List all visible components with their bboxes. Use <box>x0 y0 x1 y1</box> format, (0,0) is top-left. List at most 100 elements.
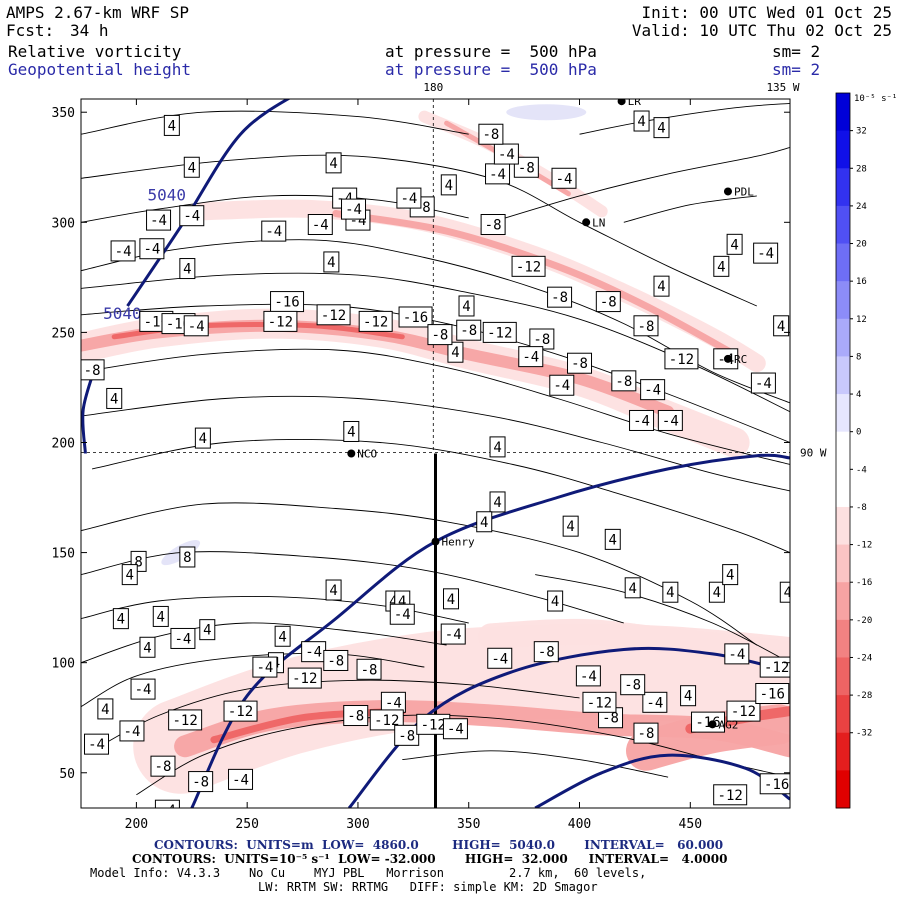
colorbar-level-label: -20 <box>856 616 872 626</box>
vorticity-label-text: 4 <box>493 440 501 456</box>
vorticity-label-box <box>662 581 679 603</box>
vorticity-label-text: 4 <box>730 237 738 253</box>
colorbar-swatch <box>836 394 850 433</box>
colorbar-swatch <box>836 130 850 169</box>
vorticity-label-box <box>179 258 196 280</box>
vorticity-label-text: -4 <box>232 772 249 788</box>
vorticity-label-text: -8 <box>615 374 632 390</box>
vorticity-label-text: -12 <box>228 704 253 720</box>
vorticity-label: 4 <box>447 341 464 363</box>
vorticity-label-text: 4 <box>551 594 559 610</box>
vorticity-label-text: -4 <box>447 722 464 738</box>
vorticity-label-text: 4 <box>628 581 636 597</box>
vorticity-label-box <box>633 110 650 132</box>
vorticity-label: -4 <box>657 409 683 431</box>
vorticity-label-text: -12 <box>718 788 743 804</box>
vorticity-contour-line <box>136 714 790 796</box>
vorticity-label-text: -4 <box>646 695 663 711</box>
footer-vorticity-contours: CONTOURS: UNITS=10⁻⁵ s⁻¹ LOW= -32.000 HI… <box>132 852 728 866</box>
vorticity-label-box <box>708 581 725 603</box>
vorticity-label: 4 <box>106 387 123 409</box>
vorticity-label: -8 <box>547 286 573 308</box>
vorticity-label-text: 4 <box>657 121 665 137</box>
colorbar-swatch <box>836 770 850 809</box>
vorticity-contour-line <box>81 303 790 443</box>
vorticity-label-box <box>567 352 593 374</box>
vorticity-label-box <box>188 771 214 793</box>
station-dot <box>708 720 717 729</box>
vorticity-label-box <box>121 564 138 586</box>
vorticity-contour-line <box>81 110 469 135</box>
vorticity-label-text: 4 <box>777 319 785 335</box>
vorticity-label-text: 4 <box>203 623 211 639</box>
vorticity-label-text: -12 <box>374 713 399 729</box>
field2-title: Geopotential height <box>8 60 192 79</box>
vorticity-label-box <box>163 114 180 136</box>
vorticity-label: 4 <box>97 698 114 720</box>
colorbar-swatch <box>836 506 850 546</box>
field1-title: Relative vorticity <box>8 42 182 61</box>
vorticity-label: 4 <box>612 76 627 96</box>
vorticity-label-box <box>325 579 342 601</box>
vorticity-label: 4 <box>325 152 342 174</box>
station-label: PDL <box>734 185 754 198</box>
vorticity-label-box <box>575 665 601 687</box>
vorticity-label-box <box>81 359 105 381</box>
footer-physics-info: LW: RRTM SW: RRTMG DIFF: simple KM: 2D S… <box>258 880 598 894</box>
colorbar-level-label: -16 <box>856 578 872 588</box>
vorticity-label: 4 <box>562 515 579 537</box>
vorticity-label-box <box>398 306 433 328</box>
vorticity-label-box <box>657 409 683 431</box>
vorticity-contour-line <box>81 622 447 664</box>
station-ln: LN <box>582 216 605 229</box>
vorticity-label-text: -4 <box>305 645 322 661</box>
station-rc: RC <box>723 353 747 366</box>
vorticity-label-text: 4 <box>329 156 337 172</box>
station-label: AG2 <box>718 718 738 731</box>
vorticity-label-text: -4 <box>662 413 679 429</box>
vorticity-label-text: -4 <box>159 803 176 819</box>
y-tick-label: 200 <box>52 436 75 451</box>
vorticity-label: 4 <box>604 528 621 550</box>
vorticity-label-text: -4 <box>174 631 191 647</box>
vorticity-label: -4 <box>119 720 145 742</box>
vorticity-label: -12 <box>316 304 351 326</box>
vorticity-label-box <box>106 387 123 409</box>
vorticity-label-box <box>458 295 475 317</box>
vorticity-label: 4 <box>476 511 493 533</box>
y-tick-label: 300 <box>52 216 75 231</box>
vorticity-label-text: 4 <box>713 585 721 601</box>
vorticity-label: -12 <box>482 321 517 343</box>
forecast-hour-label: Fcst: <box>6 21 55 40</box>
colorbar-level-label: -12 <box>856 541 872 551</box>
vorticity-label: -12 <box>223 700 258 722</box>
colorbar-level-label: 20 <box>856 240 867 250</box>
vorticity-label: -4 <box>549 374 575 396</box>
vorticity-label-box <box>194 427 211 449</box>
vorticity-label-box <box>582 691 617 713</box>
vorticity-label: 4 <box>152 605 169 627</box>
vorticity-label-box <box>664 348 699 370</box>
vorticity-label-text: 4 <box>101 702 109 718</box>
vorticity-label: 4 <box>458 295 475 317</box>
vorticity-label-text: 8 <box>183 550 191 566</box>
vorticity-label-box <box>755 683 790 705</box>
vorticity-label: -4 <box>640 379 666 401</box>
vorticity-label-box <box>547 286 573 308</box>
vorticity-label: -12 <box>287 667 322 689</box>
vorticity-label: -8 <box>323 649 349 671</box>
vorticity-label-box <box>722 564 739 586</box>
vorticity-label-box <box>442 718 468 740</box>
vorticity-label: -16 <box>759 773 790 795</box>
colorbar-swatch <box>836 93 850 132</box>
colorbar-frame <box>835 92 851 809</box>
vorticity-contour-line <box>92 439 790 554</box>
vorticity-label-box <box>110 240 136 262</box>
vorticity-label-box <box>427 324 453 346</box>
vorticity-label-text: 4 <box>183 262 191 278</box>
vorticity-label: -4 <box>261 220 287 242</box>
vorticity-label-text: 4 <box>480 515 488 531</box>
vorticity-label: 4 <box>708 581 725 603</box>
vorticity-label: -4 <box>442 718 468 740</box>
vorticity-label-text: -12 <box>292 671 317 687</box>
